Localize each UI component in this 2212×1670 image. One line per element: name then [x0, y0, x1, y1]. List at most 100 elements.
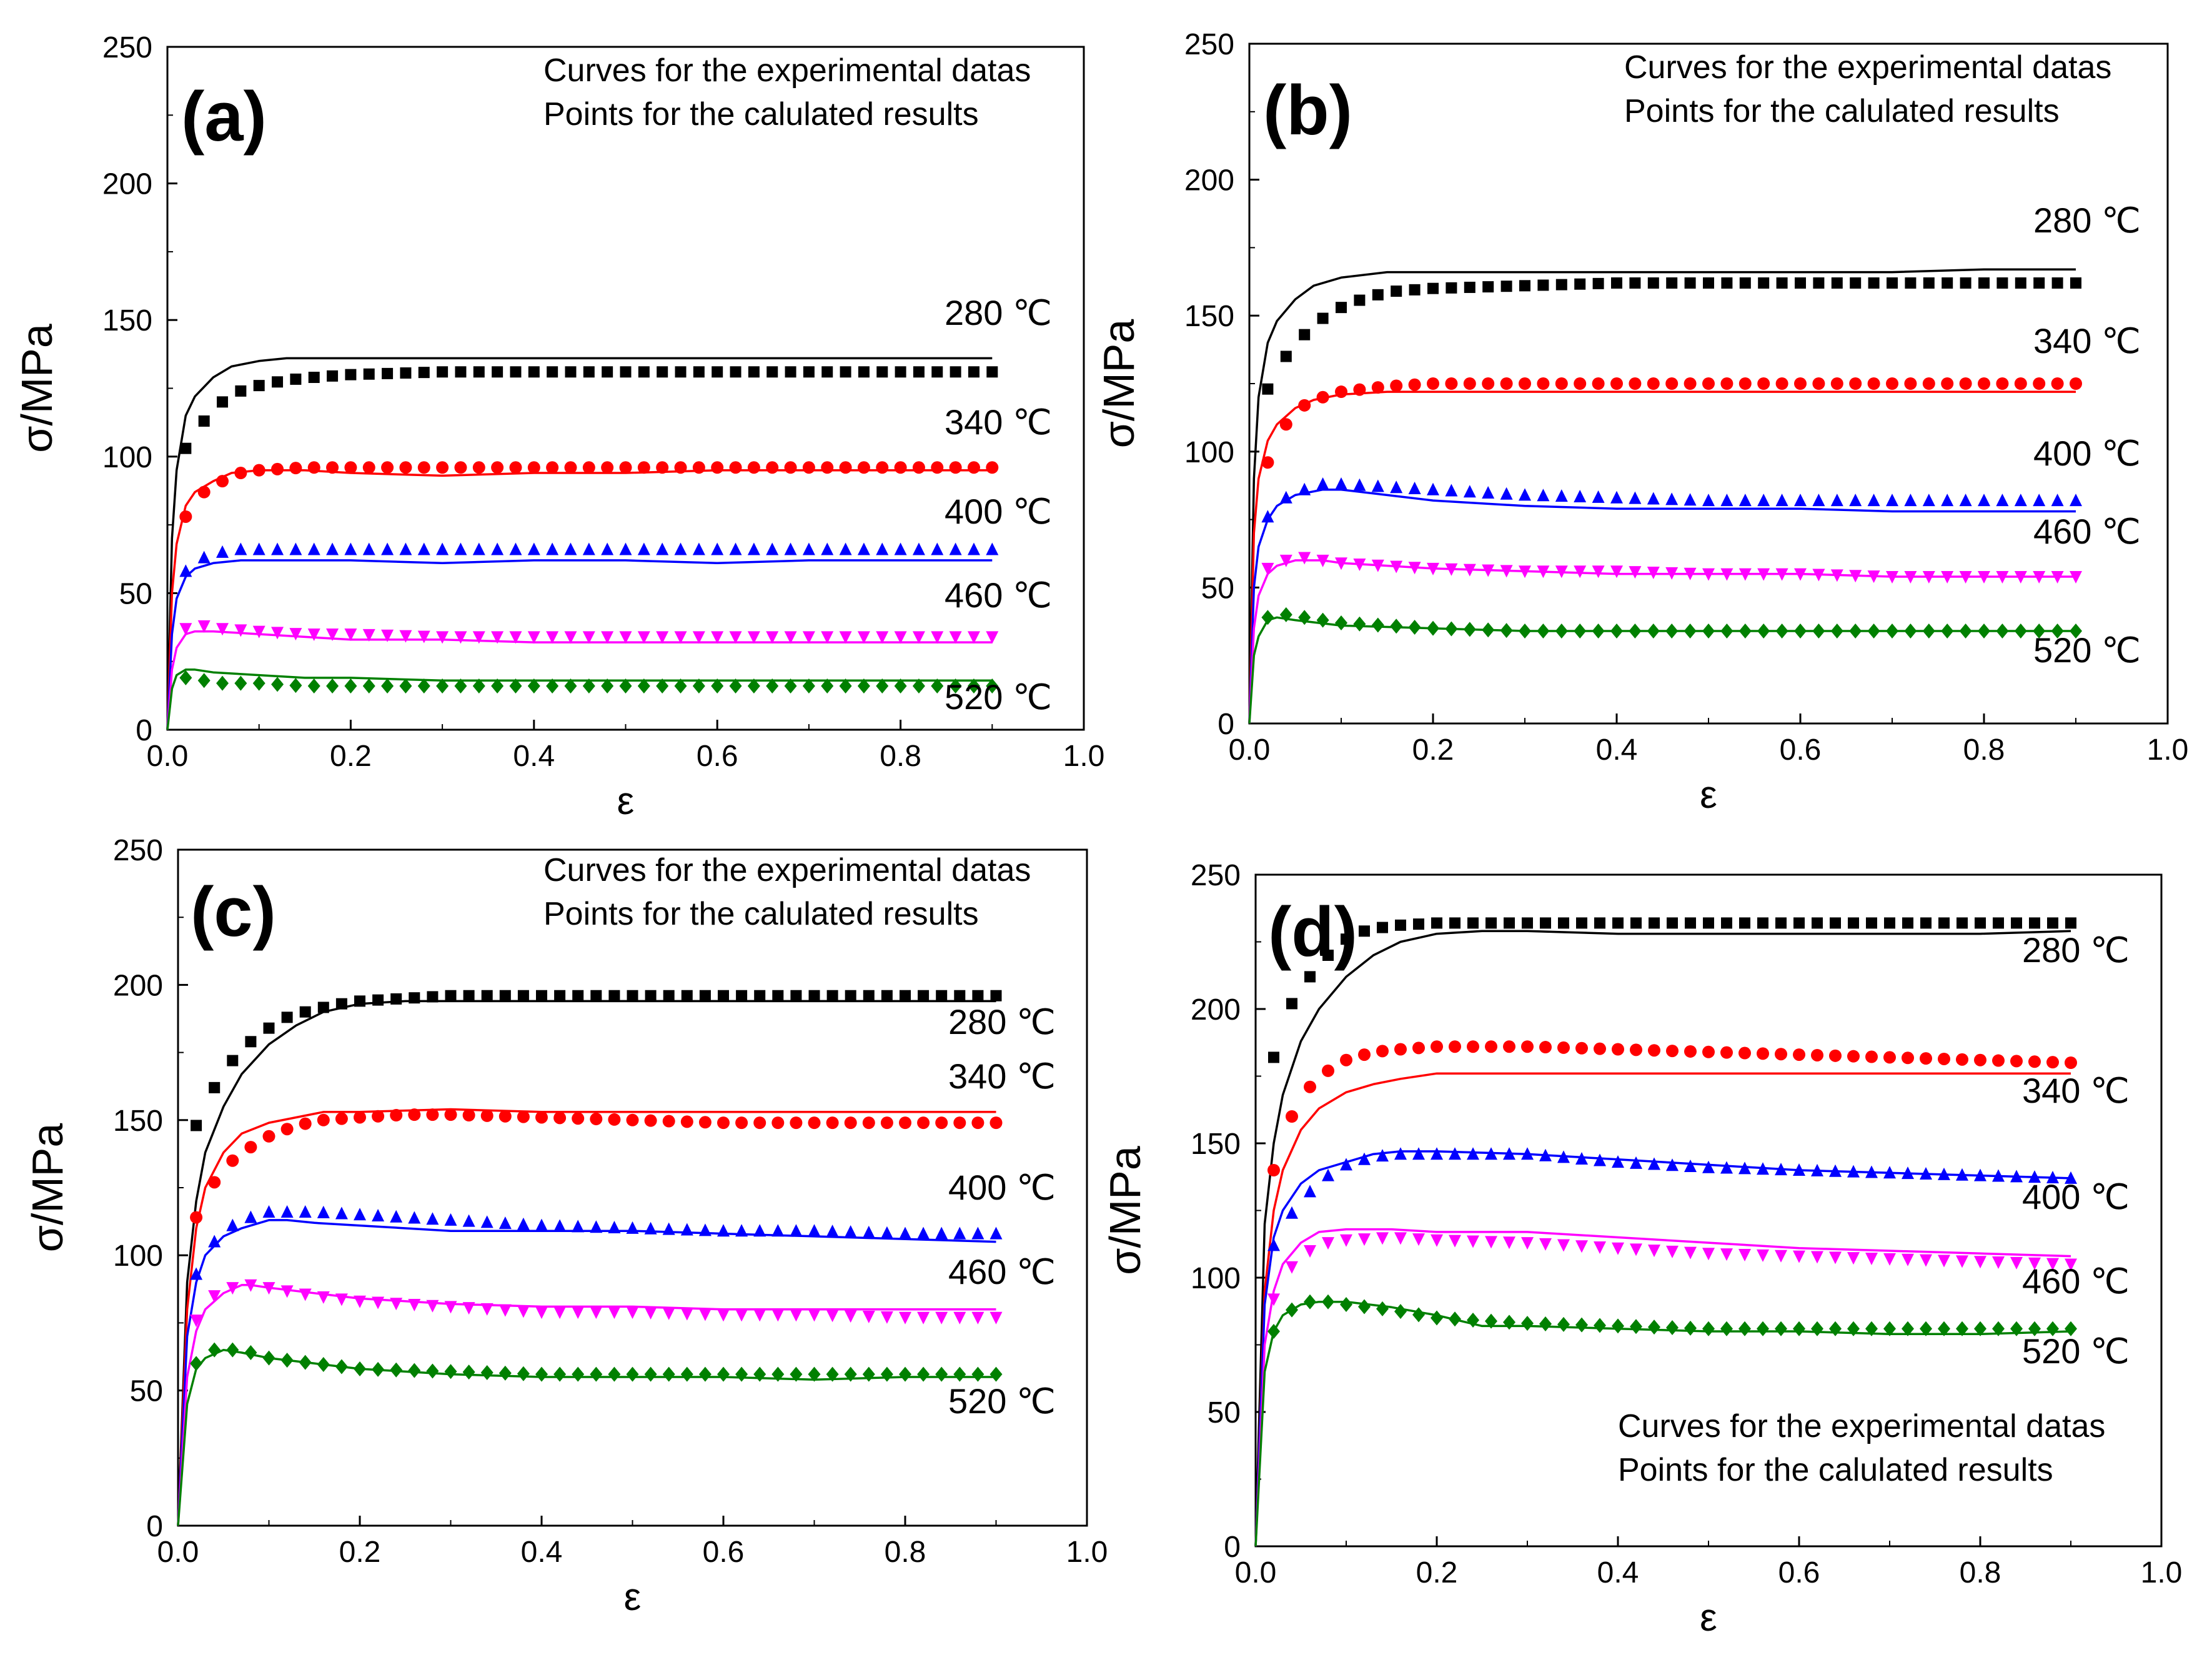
calculated-point [1390, 619, 1403, 634]
calculated-point [1503, 1315, 1515, 1330]
calculated-point [564, 631, 577, 644]
calculated-point [535, 1366, 548, 1382]
x-axis-label: ε [1700, 773, 1717, 817]
y-tick-label: 100 [1191, 1262, 1241, 1295]
calculated-point [1978, 570, 1990, 584]
calculated-point [1775, 624, 1788, 639]
calculated-point [2033, 570, 2046, 584]
calculated-point [299, 1354, 312, 1370]
calculated-point [462, 1364, 475, 1380]
calculated-point [372, 1361, 385, 1377]
calculated-point [289, 678, 302, 693]
calculated-point [2070, 494, 2082, 507]
calculated-point [1996, 494, 2009, 507]
calculated-point [399, 678, 412, 694]
calculated-point [876, 631, 889, 644]
calculated-point [747, 678, 760, 694]
x-tick-label: 0.0 [1235, 1556, 1277, 1589]
calculated-point [480, 1365, 493, 1381]
calculated-point [327, 370, 339, 382]
calculated-point [718, 990, 729, 1002]
calculated-point [766, 631, 779, 644]
calculated-point [917, 1226, 930, 1240]
calculated-point [1941, 624, 1954, 639]
calculated-point [1867, 494, 1880, 507]
y-tick-label: 0 [1218, 708, 1234, 741]
calculated-point [1555, 489, 1568, 502]
calculated-point [345, 369, 357, 380]
calculated-point [262, 1130, 275, 1143]
calculated-point [1500, 281, 1512, 292]
calculated-point [1445, 484, 1458, 497]
y-tick-label: 100 [102, 441, 152, 474]
calculated-point [1865, 1321, 1878, 1336]
calculated-point [876, 542, 889, 555]
calculated-point [1938, 1167, 1950, 1180]
series-label: 520 ℃ [945, 677, 1052, 717]
calculated-point [1594, 1318, 1606, 1333]
calculated-point [1757, 624, 1770, 639]
calculated-point [2029, 917, 2040, 929]
calculated-point [1267, 1324, 1280, 1339]
calculated-point [216, 675, 229, 691]
calculated-point [1575, 1151, 1588, 1165]
calculated-point [675, 366, 687, 378]
calculated-point [2028, 1055, 2041, 1068]
calculated-point [426, 1300, 439, 1313]
calculated-point [1280, 350, 1292, 362]
calculated-point [1431, 1310, 1443, 1326]
x-tick-label: 0.6 [697, 740, 738, 773]
calculated-point [1978, 277, 1990, 289]
calculated-point [637, 631, 650, 644]
calculated-point [179, 564, 192, 577]
experimental-curve [177, 1219, 996, 1526]
calculated-point [1304, 1294, 1316, 1310]
calculated-point [1340, 1297, 1352, 1312]
calculated-point [949, 461, 962, 474]
calculated-point [1887, 277, 1898, 289]
calculated-point [491, 542, 504, 555]
calculated-point [1959, 570, 1972, 584]
calculated-point [1376, 1301, 1389, 1316]
calculated-point [826, 1310, 839, 1323]
calculated-point [326, 678, 339, 694]
calculated-point [362, 542, 375, 555]
calculated-point [1500, 377, 1513, 390]
y-tick-label: 0 [136, 714, 152, 747]
panel-d: 0.0 0.2 0.4 0.6 0.8 1.0 0 50 100 150 200 250 ε σ/MPa (… [1101, 859, 2182, 1639]
calculated-point [436, 631, 449, 644]
calculated-point [1482, 485, 1495, 499]
calculated-point [535, 1111, 548, 1124]
calculated-point [454, 678, 467, 694]
calculated-point [1537, 565, 1550, 579]
calculated-point [1684, 567, 1697, 580]
series-460: 460 ℃ [1248, 512, 2141, 724]
calculated-point [1322, 1294, 1334, 1310]
calculated-point [1830, 917, 1841, 929]
calculated-point [1557, 1316, 1570, 1332]
calculated-point [680, 1115, 693, 1128]
calculated-point [802, 678, 815, 694]
calculated-point [1647, 492, 1660, 505]
calculated-point [680, 1366, 693, 1382]
panel-c: 0.0 0.2 0.4 0.6 0.8 1.0 0 50 100 150 200 250 ε σ/MPa (… [23, 834, 1108, 1619]
calculated-point [1886, 377, 1898, 390]
calculated-point [935, 1116, 948, 1130]
calculated-point [1371, 479, 1384, 492]
calculated-point [1467, 1235, 1479, 1248]
calculated-point [1938, 1321, 1950, 1336]
calculated-point [967, 461, 980, 474]
calculated-point [344, 678, 357, 694]
calculated-point [899, 1366, 911, 1382]
calculated-point [1795, 277, 1806, 289]
calculated-point [481, 990, 493, 1002]
calculated-point [390, 993, 402, 1005]
calculated-point [862, 1311, 875, 1324]
calculated-point [454, 542, 467, 555]
calculated-point [426, 1212, 439, 1225]
calculated-point [1630, 917, 1642, 929]
x-tick-label: 1.0 [1063, 740, 1105, 773]
calculated-point [1829, 1049, 1842, 1062]
calculated-point [454, 461, 467, 474]
calculated-point [711, 542, 724, 555]
